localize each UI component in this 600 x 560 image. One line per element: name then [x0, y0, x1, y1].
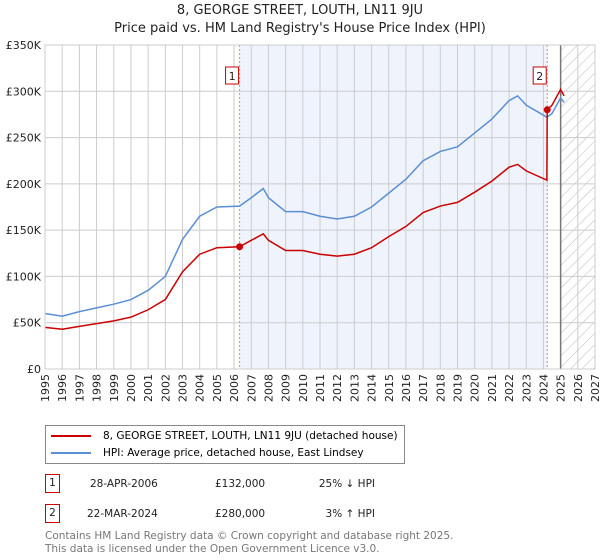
- y-tick-label: £350K: [6, 39, 42, 52]
- legend-swatch-red: [51, 435, 91, 437]
- x-tick-label: 2016: [400, 374, 413, 402]
- sale-label-box: [532, 66, 547, 85]
- x-tick-label: 2014: [366, 374, 379, 402]
- transaction-hpi: 3% ↑ HPI: [325, 508, 375, 520]
- legend-label: 8, GEORGE STREET, LOUTH, LN11 9JU (detac…: [103, 430, 398, 442]
- footer-copyright: Contains HM Land Registry data © Crown c…: [45, 530, 454, 542]
- x-tick-label: 1998: [91, 374, 104, 402]
- x-tick-label: 2027: [589, 374, 600, 402]
- transaction-date: 28-APR-2006: [90, 478, 158, 490]
- x-tick-label: 2019: [452, 374, 465, 402]
- legend-item-hpi: HPI: Average price, detached house, East…: [51, 447, 364, 459]
- x-tick-label: 1999: [108, 374, 121, 402]
- x-tick-label: 2005: [211, 374, 224, 402]
- hpi-line: [44, 94, 565, 318]
- x-tick-label: 2004: [194, 374, 207, 402]
- transaction-price: £132,000: [215, 478, 266, 490]
- legend: 8, GEORGE STREET, LOUTH, LN11 9JU (detac…: [45, 425, 405, 464]
- transaction-price: £280,000: [215, 508, 266, 520]
- ownership-shading: [239, 45, 548, 369]
- sale-label: 1: [229, 70, 236, 83]
- x-tick-label: 2020: [469, 374, 482, 402]
- chart-subtitle: Price paid vs. HM Land Registry's House …: [114, 21, 486, 36]
- y-tick-label: £0: [27, 363, 41, 376]
- y-tick-label: £50K: [13, 317, 42, 330]
- y-tick-label: £150K: [6, 224, 42, 237]
- x-tick-label: 1995: [39, 374, 52, 402]
- legend-item-property: 8, GEORGE STREET, LOUTH, LN11 9JU (detac…: [51, 430, 398, 442]
- transaction-date: 22-MAR-2024: [87, 508, 158, 520]
- x-tick-label: 2006: [228, 374, 241, 402]
- x-tick-label: 2022: [503, 374, 516, 402]
- x-tick-label: 2001: [142, 374, 155, 402]
- x-tick-label: 2013: [348, 374, 361, 402]
- transaction-marker: 2: [45, 504, 60, 523]
- sale-label-box: [225, 66, 240, 85]
- x-tick-label: 2017: [417, 374, 430, 402]
- x-tick-label: 2007: [245, 374, 258, 402]
- x-tick-label: 2002: [159, 374, 172, 402]
- chart-title: 8, GEORGE STREET, LOUTH, LN11 9JU: [176, 3, 424, 18]
- x-tick-label: 2025: [555, 374, 568, 402]
- x-tick-label: 2012: [331, 374, 344, 402]
- x-tick-label: 2018: [434, 374, 447, 402]
- y-tick-label: £200K: [6, 178, 42, 191]
- x-tick-label: 2015: [383, 374, 396, 402]
- x-tick-label: 2010: [297, 374, 310, 402]
- x-tick-label: 2003: [177, 374, 190, 402]
- legend-label: HPI: Average price, detached house, East…: [103, 447, 364, 459]
- footer: Contains HM Land Registry data © Crown c…: [45, 530, 453, 556]
- x-tick-label: 1997: [73, 374, 86, 402]
- x-tick-label: 2024: [537, 374, 550, 402]
- x-tick-label: 2011: [314, 374, 327, 402]
- price-paid-line: [44, 87, 565, 330]
- x-tick-label: 2023: [520, 374, 533, 402]
- legend-swatch-blue: [51, 452, 91, 454]
- x-tick-label: 1996: [56, 374, 69, 402]
- plot-border: [44, 44, 596, 370]
- x-tick-label: 2000: [125, 374, 138, 402]
- transaction-hpi: 25% ↓ HPI: [318, 478, 375, 490]
- x-tick-label: 2021: [486, 374, 499, 402]
- x-tick-label: 2026: [572, 374, 585, 402]
- sale-point: [236, 243, 244, 251]
- sale-point: [543, 106, 551, 114]
- y-tick-label: £100K: [6, 270, 42, 283]
- footer-licence: This data is licensed under the Open Gov…: [45, 543, 380, 555]
- y-tick-label: £300K: [6, 85, 42, 98]
- y-tick-label: £250K: [6, 132, 42, 145]
- price-chart: 1995 1996 1997 1998 1999 2000 2001 2002 2003 2004…: [6, 39, 600, 402]
- x-tick-label: 2009: [280, 374, 293, 402]
- sale-label: 2: [536, 70, 543, 83]
- x-tick-label: 2008: [262, 374, 275, 402]
- transaction-marker: 1: [45, 474, 60, 493]
